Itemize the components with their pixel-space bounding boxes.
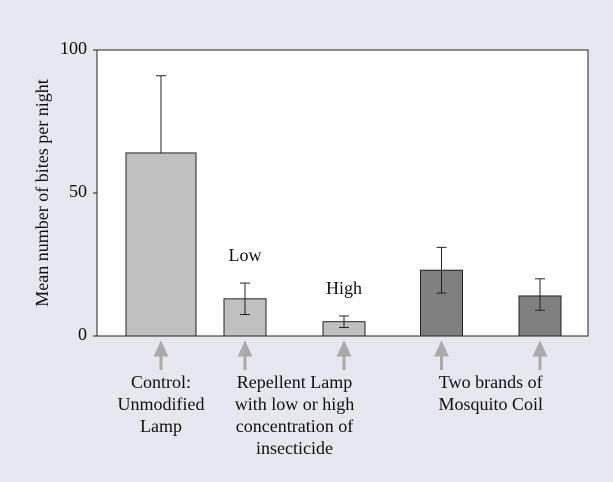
annotation: High — [326, 278, 362, 298]
arrow — [532, 340, 548, 370]
y-tick-label: 100 — [60, 38, 87, 58]
y-tick-label: 50 — [69, 181, 87, 201]
bar — [125, 152, 197, 337]
group-label: Control: — [131, 372, 191, 392]
group-label: Mosquito Coil — [438, 394, 543, 414]
bar — [420, 269, 463, 337]
arrow — [336, 340, 352, 370]
arrow — [153, 340, 169, 370]
arrow — [434, 340, 449, 370]
group-label: Two brands of — [439, 372, 543, 392]
bar — [518, 295, 562, 337]
arrow — [237, 340, 253, 370]
y-axis-label: Mean number of bites per night — [32, 79, 52, 306]
bar — [223, 298, 267, 337]
group-label: with low or high — [235, 394, 355, 414]
annotation: Low — [229, 245, 262, 265]
group-label: concentration of — [236, 416, 353, 436]
group-label: Unmodified — [118, 394, 205, 414]
group-label: Lamp — [140, 416, 182, 436]
y-tick-label: 0 — [78, 324, 87, 344]
group-label: Repellent Lamp — [237, 372, 352, 392]
group-label: insecticide — [256, 438, 333, 458]
